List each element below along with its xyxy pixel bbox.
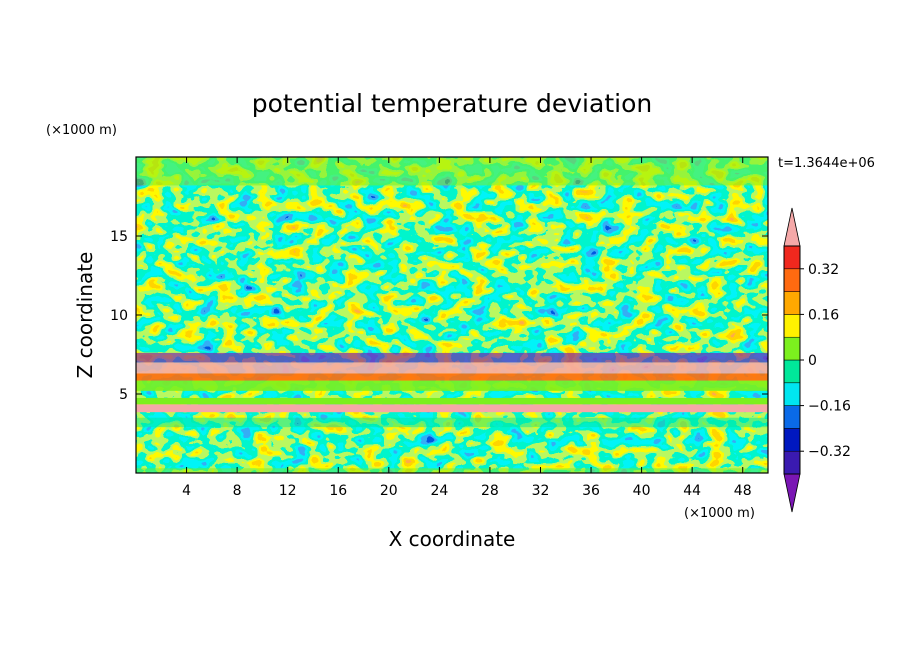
x-unit-label: (×1000 m) bbox=[684, 506, 755, 521]
colorbar-tick-label: −0.32 bbox=[808, 444, 851, 460]
time-label: t=1.3644e+06 bbox=[778, 156, 875, 171]
colorbar-swatch bbox=[783, 405, 801, 429]
chart-title: potential temperature deviation bbox=[252, 89, 652, 118]
x-tick-label: 8 bbox=[233, 483, 242, 499]
band-lower-teal bbox=[136, 417, 768, 428]
y-tick-label: 15 bbox=[110, 229, 128, 245]
x-tick-label: 48 bbox=[734, 483, 752, 499]
colorbar-swatch bbox=[783, 428, 801, 452]
x-tick-label: 40 bbox=[633, 483, 651, 499]
colorbar-swatch bbox=[783, 382, 801, 406]
x-tick-label: 16 bbox=[329, 483, 347, 499]
band-mid-green bbox=[136, 380, 768, 391]
colorbar-extend-min bbox=[783, 473, 801, 513]
x-axis-label: X coordinate bbox=[389, 527, 516, 551]
x-tick-label: 36 bbox=[582, 483, 600, 499]
colorbar-swatch bbox=[783, 450, 801, 475]
colorbar-extend-max bbox=[783, 207, 801, 247]
x-tick-label: 28 bbox=[481, 483, 499, 499]
y-unit-label: (×1000 m) bbox=[46, 123, 117, 138]
y-tick-label: 5 bbox=[119, 387, 128, 403]
colorbar-swatch bbox=[783, 359, 801, 384]
x-tick-label: 12 bbox=[279, 483, 297, 499]
band-mid-orange bbox=[136, 373, 768, 381]
colorbar-swatch bbox=[783, 291, 801, 315]
y-axis-label: Z coordinate bbox=[73, 252, 97, 379]
plot-area bbox=[136, 157, 768, 473]
colorbar-tick-label: 0.32 bbox=[808, 262, 839, 278]
colorbar-tick-label: 0.16 bbox=[808, 307, 839, 323]
y-tick-label: 10 bbox=[110, 308, 128, 324]
colorbar-swatch bbox=[783, 336, 801, 361]
x-tick-label: 20 bbox=[380, 483, 398, 499]
colorbar-swatch bbox=[783, 268, 801, 292]
x-axis: 4 8 12 16 20 24 28 32 36 40 44 48 bbox=[182, 157, 752, 499]
band-lower-green bbox=[136, 397, 768, 405]
colorbar-swatch bbox=[783, 314, 801, 338]
band-mid-pink bbox=[136, 362, 768, 374]
x-tick-label: 4 bbox=[182, 483, 191, 499]
band-lower-pink bbox=[136, 404, 768, 413]
colorbar: 0.32 0.16 0 −0.16 −0.32 bbox=[783, 207, 851, 513]
x-tick-label: 32 bbox=[532, 483, 550, 499]
x-tick-label: 24 bbox=[430, 483, 448, 499]
y-axis: 5 10 15 bbox=[110, 229, 768, 403]
colorbar-tick-label: −0.16 bbox=[808, 399, 851, 415]
band-upper-purple bbox=[136, 352, 768, 363]
x-tick-label: 44 bbox=[683, 483, 701, 499]
band-bottom-green bbox=[136, 468, 768, 473]
colorbar-swatch bbox=[783, 245, 801, 270]
field-bands bbox=[136, 157, 768, 473]
colorbar-tick-label: 0 bbox=[808, 353, 817, 369]
band-top-green bbox=[136, 157, 768, 186]
